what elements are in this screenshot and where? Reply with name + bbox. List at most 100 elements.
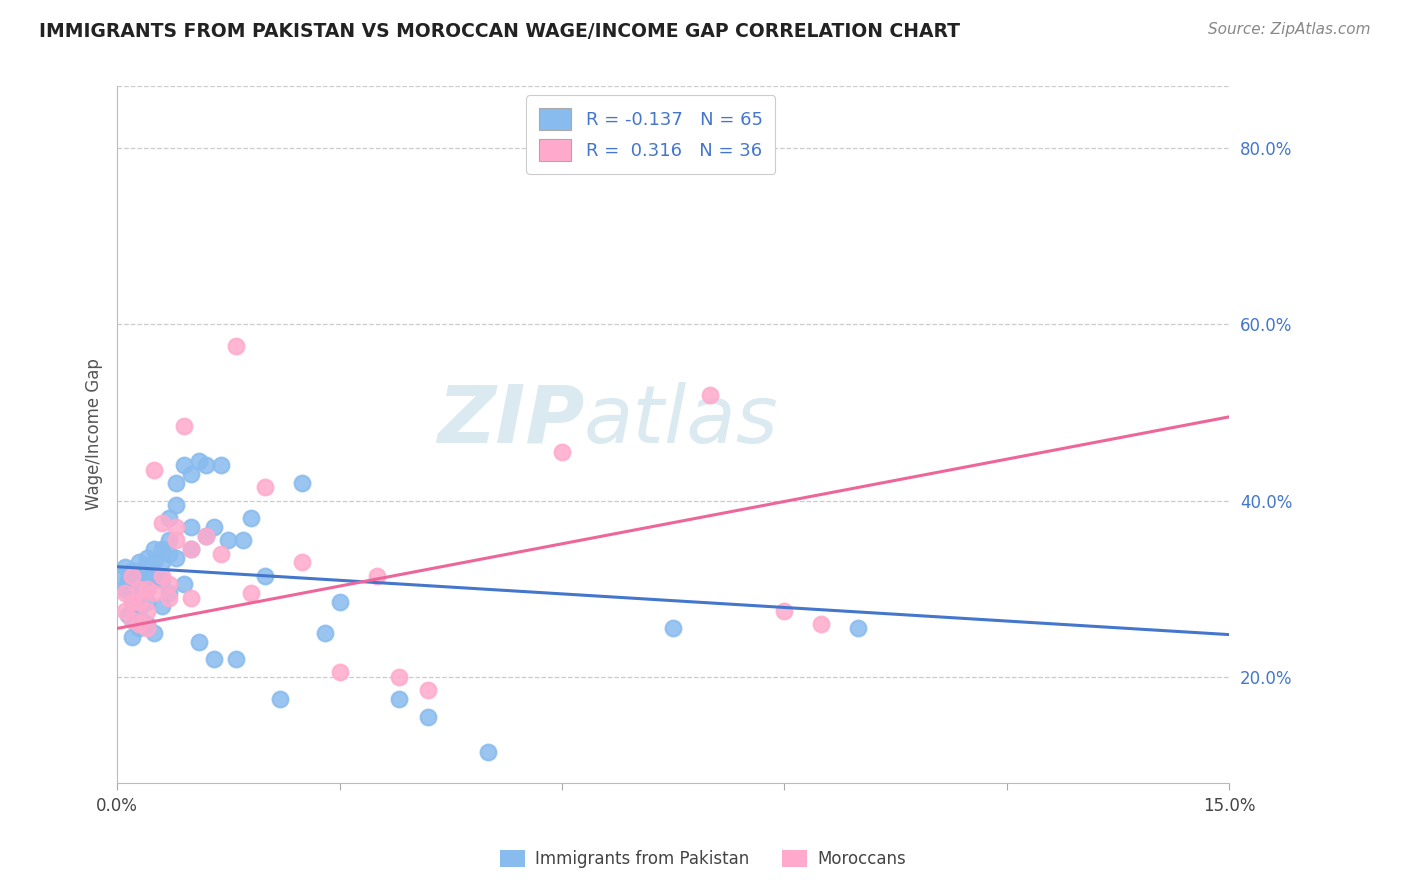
Point [328,665,350,680]
Point [225,652,247,666]
Point [143,564,166,578]
Point [110,568,132,582]
Point [180,467,202,482]
Point [662,622,685,636]
Point [128,595,150,609]
Point [157,577,180,591]
Point [217,533,239,548]
Point [135,582,157,596]
Point [157,533,180,548]
Point [180,542,202,557]
Point [202,520,225,534]
Point [195,529,218,543]
Point [128,617,150,632]
Point [166,520,188,534]
Point [135,595,157,609]
Point [150,599,173,614]
Point [551,445,574,459]
Point [810,617,832,632]
Point [291,475,314,490]
Point [187,454,209,468]
Point [180,591,202,605]
Point [135,573,157,587]
Point [418,709,440,723]
Point [114,559,136,574]
Point [328,595,350,609]
Point [121,568,143,582]
Point [180,520,202,534]
Point [128,599,150,614]
Point [173,458,195,473]
Point [291,555,314,569]
Point [150,555,173,569]
Point [114,582,136,596]
Point [418,683,440,698]
Point [150,542,173,557]
Point [150,568,173,582]
Point [202,652,225,666]
Point [143,542,166,557]
Point [150,516,173,530]
Point [121,582,143,596]
Point [143,573,166,587]
Point [166,498,188,512]
Point [848,622,870,636]
Legend: R = -0.137   N = 65, R =  0.316   N = 36: R = -0.137 N = 65, R = 0.316 N = 36 [526,95,776,174]
Point [166,475,188,490]
Text: IMMIGRANTS FROM PAKISTAN VS MOROCCAN WAGE/INCOME GAP CORRELATION CHART: IMMIGRANTS FROM PAKISTAN VS MOROCCAN WAG… [39,22,960,41]
Point [128,573,150,587]
Point [209,547,232,561]
Point [143,586,166,600]
Point [699,388,721,402]
Point [143,555,166,569]
Point [232,533,254,548]
Legend: Immigrants from Pakistan, Moroccans: Immigrants from Pakistan, Moroccans [494,843,912,875]
Text: ZIP: ZIP [437,382,583,459]
Point [150,573,173,587]
Point [117,573,139,587]
Point [166,533,188,548]
Point [121,613,143,627]
Point [128,582,150,596]
Point [388,670,411,684]
Point [121,630,143,644]
Point [157,591,180,605]
Point [388,692,411,706]
Y-axis label: Wage/Income Gap: Wage/Income Gap [86,359,103,510]
Point [180,542,202,557]
Point [173,418,195,433]
Point [128,555,150,569]
Text: Source: ZipAtlas.com: Source: ZipAtlas.com [1208,22,1371,37]
Point [254,568,277,582]
Text: atlas: atlas [583,382,779,459]
Point [187,634,209,648]
Point [239,586,262,600]
Point [121,595,143,609]
Point [128,586,150,600]
Point [314,625,336,640]
Point [254,480,277,494]
Point [477,745,499,759]
Point [225,339,247,353]
Point [157,586,180,600]
Point [135,564,157,578]
Point [366,568,388,582]
Point [128,622,150,636]
Point [209,458,232,473]
Point [121,613,143,627]
Point [269,692,291,706]
Point [166,550,188,565]
Point [157,547,180,561]
Point [128,608,150,623]
Point [143,463,166,477]
Point [239,511,262,525]
Point [135,604,157,618]
Point [773,604,796,618]
Point [135,582,157,596]
Point [173,577,195,591]
Point [135,550,157,565]
Point [121,595,143,609]
Point [157,511,180,525]
Point [121,564,143,578]
Point [143,625,166,640]
